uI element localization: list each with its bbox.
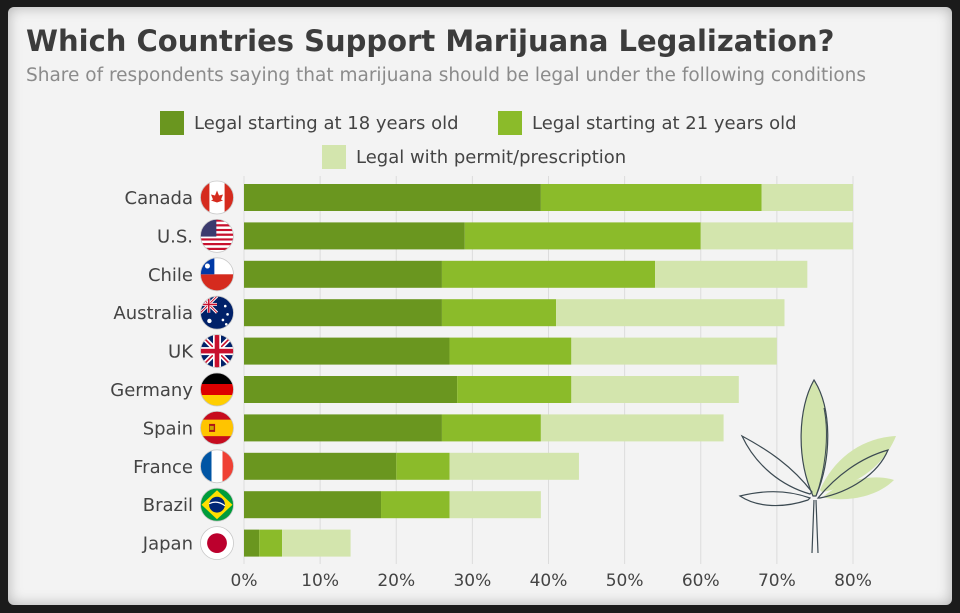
chart-title: Which Countries Support Marijuana Legali…: [26, 24, 835, 58]
chile-flag-icon: [200, 257, 234, 292]
bar-australia-series2: [441, 299, 557, 327]
bar-germany-series2: [457, 376, 572, 403]
bar-japan-series2: [259, 529, 283, 557]
bar-uk-series1: [244, 337, 450, 365]
x-tick-label: 60%: [682, 571, 720, 591]
legend-item-21: Legal starting at 21 years old: [498, 111, 797, 135]
legend-item-permit: Legal with permit/prescription: [322, 145, 626, 169]
bar-germany-series1: [244, 376, 458, 403]
x-tick-label: 30%: [453, 571, 491, 591]
brazil-flag-icon: [200, 487, 234, 522]
bar-us-series3: [700, 222, 853, 250]
bar-germany-series3: [571, 376, 739, 403]
bar-us-series1: [244, 222, 465, 250]
bar-spain-series2: [441, 414, 541, 442]
x-tick-label: 10%: [301, 571, 339, 591]
us-flag-icon: [200, 218, 234, 253]
germany-flag-icon: [200, 372, 234, 407]
category-label: France: [133, 457, 193, 478]
japan-flag-icon: [200, 526, 234, 560]
category-label: Japan: [142, 534, 193, 555]
legend-label-18: Legal starting at 18 years old: [194, 112, 459, 134]
bar-france-series1: [244, 452, 397, 480]
bar-australia-series3: [556, 299, 785, 327]
bar-chile-series1: [244, 260, 442, 288]
uk-flag-icon: [200, 334, 234, 369]
france-flag-icon: [200, 449, 234, 484]
spain-flag-icon: [200, 410, 234, 445]
category-label: Chile: [148, 265, 193, 286]
x-tick-label: 50%: [606, 571, 644, 591]
bar-france-series2: [396, 452, 450, 480]
chart-subtitle: Share of respondents saying that marijua…: [26, 65, 867, 86]
legend-swatch-permit: [322, 145, 346, 169]
legend-item-18: Legal starting at 18 years old: [160, 111, 459, 135]
canada-flag-icon: [200, 180, 234, 215]
bar-japan-series1: [244, 529, 260, 557]
legend-swatch-21: [498, 111, 522, 135]
x-tick-label: 0%: [231, 571, 258, 591]
legend-label-21: Legal starting at 21 years old: [532, 112, 797, 134]
bar-uk-series3: [571, 337, 777, 365]
bar-japan-series3: [282, 529, 351, 557]
x-tick-label: 70%: [758, 571, 796, 591]
bar-chile-series3: [655, 260, 808, 288]
bar-canada-series1: [244, 184, 541, 211]
category-label: UK: [168, 342, 194, 363]
bar-uk-series2: [449, 337, 572, 365]
x-tick-label: 80%: [834, 571, 872, 591]
bar-australia-series1: [244, 299, 442, 327]
bar-brazil-series1: [244, 491, 382, 519]
bar-france-series3: [449, 452, 579, 480]
category-label: Canada: [125, 188, 194, 209]
australia-flag-icon: [200, 295, 234, 330]
bar-spain-series3: [540, 414, 724, 442]
category-label: Australia: [113, 303, 193, 324]
cannabis-leaf-icon: [738, 378, 896, 554]
category-label: U.S.: [157, 226, 193, 247]
bar-canada-series3: [761, 184, 853, 211]
category-label: Brazil: [143, 495, 193, 516]
x-tick-label: 40%: [530, 571, 568, 591]
category-label: Germany: [110, 380, 193, 401]
legend-swatch-18: [160, 111, 184, 135]
category-label: Spain: [143, 418, 193, 439]
bar-spain-series1: [244, 414, 442, 442]
bar-canada-series2: [540, 184, 762, 211]
legend-label-permit: Legal with permit/prescription: [356, 146, 627, 168]
bar-chile-series2: [441, 260, 656, 288]
bar-brazil-series2: [381, 491, 450, 519]
x-tick-label: 20%: [377, 571, 415, 591]
bar-us-series2: [464, 222, 701, 250]
bar-brazil-series3: [449, 491, 541, 519]
